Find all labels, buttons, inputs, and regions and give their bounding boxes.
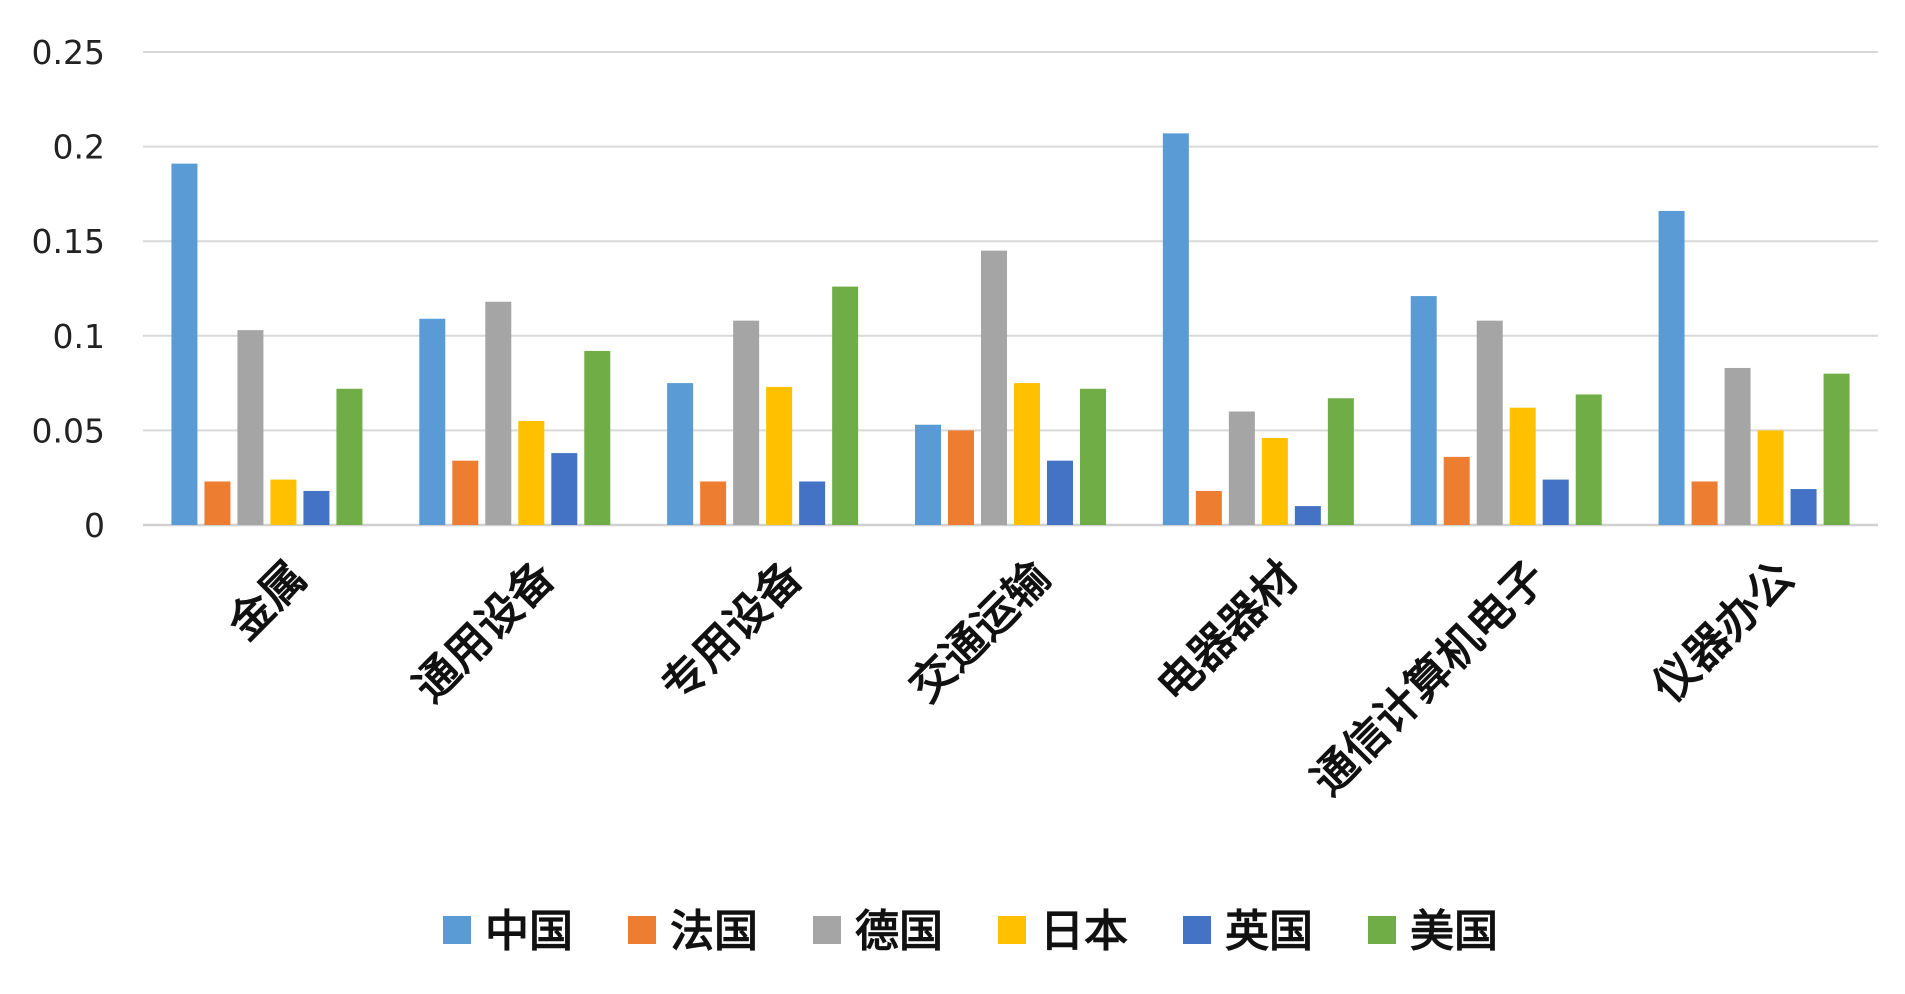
bar-法国-通用设备 xyxy=(452,460,479,525)
bar-美国-交通运输 xyxy=(1080,388,1106,525)
bar-法国-专用设备 xyxy=(700,481,727,525)
y-tick-label: 0.25 xyxy=(32,33,105,72)
y-axis-ticks: 0 0.05 0.1 0.15 0.2 0.25 xyxy=(32,33,105,545)
x-tick-label: 通用设备 xyxy=(404,551,565,712)
x-tick-label: 仪器办公 xyxy=(1643,552,1804,713)
bar-中国-专用设备 xyxy=(667,383,694,525)
y-tick-label: 0.15 xyxy=(32,222,105,261)
bar-德国-电器器材 xyxy=(1228,411,1255,525)
bar-法国-仪器办公 xyxy=(1691,481,1718,525)
y-tick-label: 0 xyxy=(84,506,105,545)
bar-日本-电器器材 xyxy=(1261,437,1288,525)
bar-英国-电器器材 xyxy=(1294,506,1321,525)
bar-德国-通用设备 xyxy=(485,301,512,525)
bar-法国-电器器材 xyxy=(1195,490,1222,525)
legend-swatch xyxy=(443,916,471,944)
legend-swatch xyxy=(998,916,1026,944)
bar-中国-仪器办公 xyxy=(1658,210,1685,526)
bar-英国-金属 xyxy=(303,490,330,525)
bar-德国-专用设备 xyxy=(733,320,760,525)
legend-swatch xyxy=(813,916,841,944)
legend-label: 日本 xyxy=(1040,906,1128,957)
bar-美国-金属 xyxy=(336,388,363,525)
bars xyxy=(171,133,1850,526)
legend-label: 美国 xyxy=(1410,906,1498,957)
bar-德国-交通运输 xyxy=(981,250,1007,525)
bar-英国-仪器办公 xyxy=(1790,489,1817,525)
bar-日本-通信计算机电子 xyxy=(1509,407,1536,525)
bar-日本-专用设备 xyxy=(766,386,793,525)
bar-中国-电器器材 xyxy=(1162,133,1189,525)
bar-德国-仪器办公 xyxy=(1724,367,1751,525)
bar-中国-通用设备 xyxy=(419,318,446,525)
bar-日本-交通运输 xyxy=(1014,383,1040,525)
bar-美国-通信计算机电子 xyxy=(1575,394,1602,525)
bar-中国-通信计算机电子 xyxy=(1410,296,1437,525)
legend: 中国 法国 德国 日本 英国 美国 xyxy=(443,906,1498,957)
y-tick-label: 0.1 xyxy=(53,317,105,356)
bar-日本-仪器办公 xyxy=(1757,430,1784,525)
x-tick-label: 专用设备 xyxy=(652,551,813,712)
bar-德国-通信计算机电子 xyxy=(1476,320,1503,525)
y-tick-label: 0.2 xyxy=(53,128,105,167)
bar-美国-专用设备 xyxy=(832,286,859,525)
legend-label: 德国 xyxy=(855,906,943,957)
x-tick-label: 金属 xyxy=(218,552,317,651)
legend-label: 英国 xyxy=(1225,906,1313,957)
bar-中国-金属 xyxy=(171,163,198,526)
legend-swatch xyxy=(628,916,656,944)
bar-法国-通信计算机电子 xyxy=(1443,456,1470,525)
legend-swatch xyxy=(1368,916,1396,944)
y-tick-label: 0.05 xyxy=(32,411,105,450)
x-tick-label: 交通运输 xyxy=(900,551,1061,712)
bar-法国-金属 xyxy=(204,481,231,525)
bar-日本-金属 xyxy=(270,479,297,525)
x-tick-label: 电器器材 xyxy=(1148,552,1309,713)
gridlines xyxy=(143,51,1878,527)
bar-日本-通用设备 xyxy=(518,420,545,525)
legend-label: 中国 xyxy=(485,906,573,957)
legend-label: 法国 xyxy=(670,906,758,957)
bar-美国-电器器材 xyxy=(1327,398,1354,525)
bar-英国-专用设备 xyxy=(799,481,826,525)
bar-中国-交通运输 xyxy=(915,424,941,525)
bar-英国-交通运输 xyxy=(1047,460,1073,525)
legend-swatch xyxy=(1183,916,1211,944)
bar-德国-金属 xyxy=(237,330,264,525)
bar-英国-通信计算机电子 xyxy=(1542,479,1569,525)
bar-美国-仪器办公 xyxy=(1823,373,1850,525)
bar-美国-通用设备 xyxy=(584,350,611,525)
x-tick-label: 通信计算机电子 xyxy=(1302,552,1556,806)
bar-法国-交通运输 xyxy=(948,430,974,525)
bar-英国-通用设备 xyxy=(551,453,578,525)
